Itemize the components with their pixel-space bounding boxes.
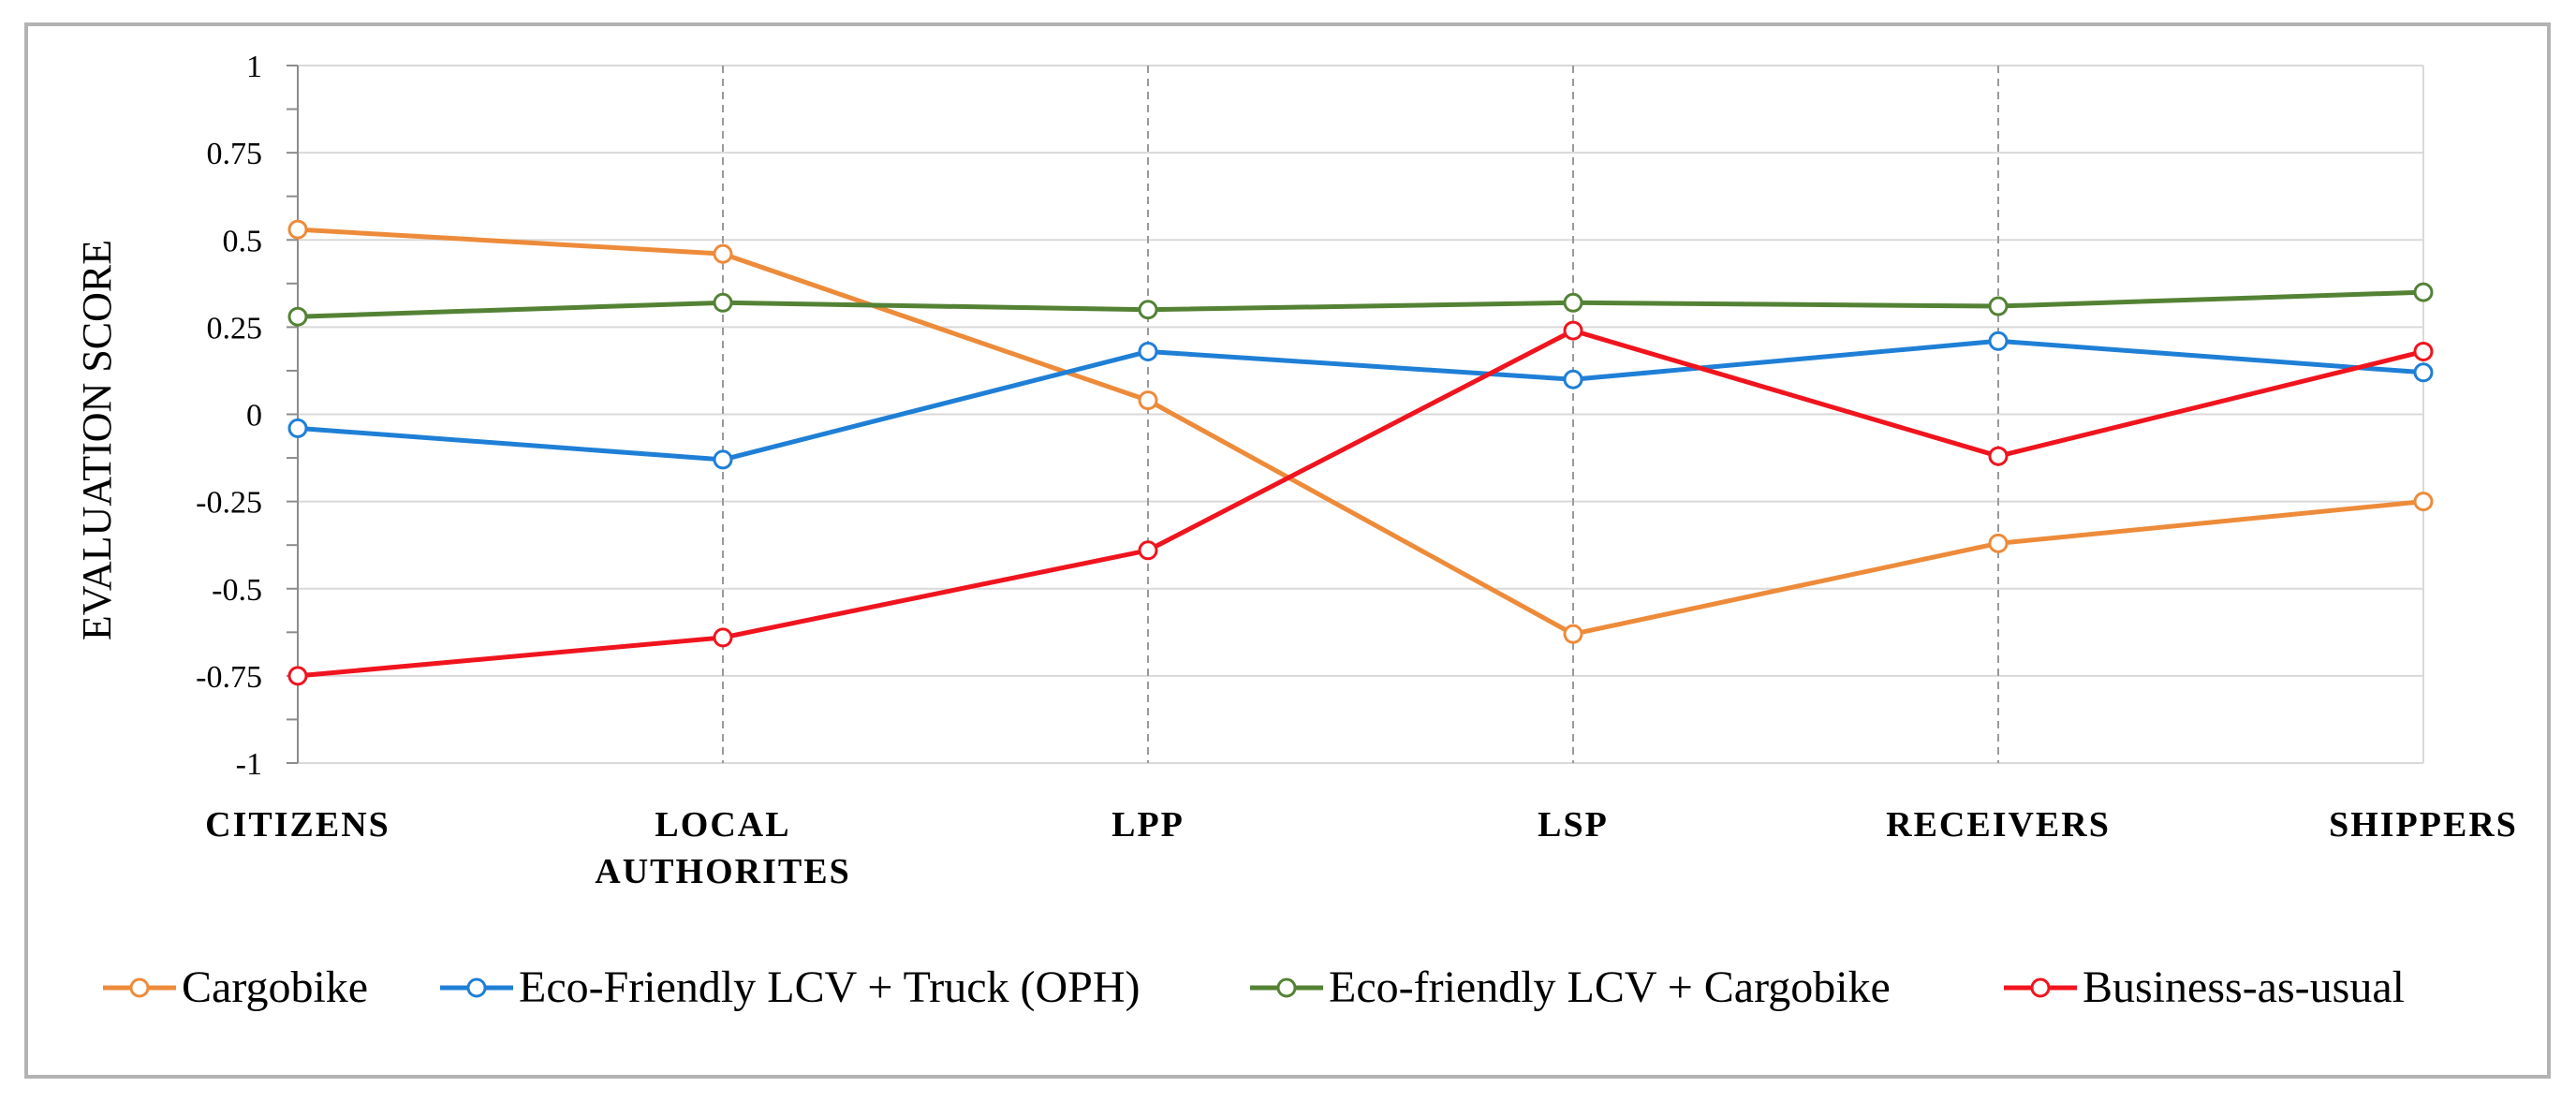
series-layer [287,219,2434,686]
series-0 [287,219,2434,644]
data-point [287,306,308,327]
data-point [713,449,733,470]
y-tick-label: -0.5 [212,573,262,608]
series-line [297,227,2424,637]
x-category-label: CITIZENS [205,805,390,845]
x-category-label: LOCAL AUTHORITES [595,805,850,891]
data-point [1988,331,2009,351]
legend-item: Business-as-usual [2004,962,2405,1012]
legend-item: Eco-Friendly LCV + Truck (OPH) [440,962,1141,1012]
data-point [713,627,733,648]
legend-marker [466,977,487,998]
data-point [2413,341,2434,361]
legend-marker [1276,977,1297,998]
series-3 [287,320,2434,686]
series-line [297,289,2424,319]
series-1 [287,331,2434,470]
data-point [1138,300,1158,320]
data-point [2413,282,2434,302]
data-point [1563,320,1583,341]
y-tick-label: 0.5 [223,224,263,258]
data-point [713,292,733,313]
y-tick-label: -1 [236,747,262,782]
series-2 [287,282,2434,327]
data-point [2413,362,2434,383]
y-tick-label: -0.75 [196,660,262,695]
legend-label: Business-as-usual [2083,962,2405,1012]
data-point [1988,296,2009,316]
y-tick-label: 1 [246,50,262,84]
data-point [1988,446,2009,466]
x-category-label: LPP [1111,805,1185,845]
legend-label: Eco-friendly LCV + Cargobike [1329,962,1891,1012]
data-point [713,243,733,264]
series-line [297,338,2424,463]
y-axis-title: EVALUATION SCORE [74,240,120,640]
y-tick-label: 0.25 [207,311,263,345]
legend-marker [129,977,150,998]
legend: Cargobike Eco-Friendly LCV + Truck (OPH) E… [103,962,2405,1012]
y-tick-label: 0 [246,399,262,433]
series-line [297,328,2424,679]
data-point [287,666,308,686]
legend-label: Eco-Friendly LCV + Truck (OPH) [519,962,1141,1012]
x-category-labels: CITIZENS LOCAL AUTHORITES LPP LSP RECEIVERS SH… [205,805,2518,891]
data-point [287,418,308,438]
x-category-label: LSP [1538,805,1609,845]
data-point [1138,540,1158,561]
data-point [1138,390,1158,411]
data-point [1563,624,1583,644]
data-point [1988,533,2009,553]
data-point [1138,341,1158,361]
chart-frame [24,22,2551,1079]
x-category-label: RECEIVERS [1886,805,2111,845]
legend-item: Cargobike [103,962,368,1012]
data-point [287,219,308,240]
data-point [1563,369,1583,389]
gridlines [298,65,2424,764]
legend-marker [2030,977,2051,998]
y-tick-labels: 1 0.75 0.5 0.25 0 -0.25 -0.5 -0.75 -1 [196,50,262,782]
y-tick-label: 0.75 [207,137,263,171]
data-point [2413,492,2434,512]
x-category-label: SHIPPERS [2329,805,2518,845]
y-tick-label: -0.25 [196,486,262,521]
axes [287,65,299,764]
legend-label: Cargobike [182,962,368,1012]
data-point [1563,292,1583,313]
legend-item: Eco-friendly LCV + Cargobike [1250,962,1891,1012]
